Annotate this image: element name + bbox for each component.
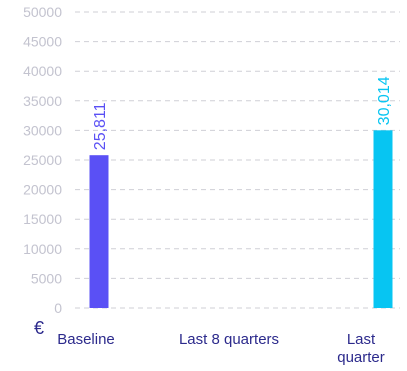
- bar-value-label: 30,014: [376, 76, 393, 125]
- y-tick-label: 5000: [31, 270, 62, 286]
- currency-symbol: €: [34, 318, 45, 338]
- bar-value-label: 25,811: [92, 102, 109, 150]
- y-tick-label: 10000: [23, 241, 62, 257]
- x-category-label: Last 8 quarters: [179, 331, 279, 348]
- y-tick-label: 15000: [23, 211, 62, 227]
- y-tick-label: 40000: [23, 63, 62, 79]
- y-tick-label: 0: [54, 300, 62, 316]
- y-axis-ticks: 0 5000 10000 15000 20000 25000 30000 35000 40000…: [23, 4, 62, 316]
- y-tick-label: 35000: [23, 93, 62, 109]
- x-category-label: Baseline: [57, 331, 115, 348]
- gridlines: [75, 11, 400, 309]
- y-tick-label: 45000: [23, 34, 62, 50]
- data-labels: 25,811 30,014: [92, 76, 393, 150]
- x-category-label: Last: [347, 331, 376, 348]
- bars: [89, 130, 393, 308]
- y-tick-label: 30000: [23, 122, 62, 138]
- y-tick-label: 50000: [23, 4, 62, 20]
- bar: [89, 155, 109, 308]
- y-tick-label: 20000: [23, 182, 62, 198]
- bar: [373, 130, 393, 308]
- x-category-label: quarter: [337, 349, 385, 366]
- y-tick-label: 25000: [23, 152, 62, 168]
